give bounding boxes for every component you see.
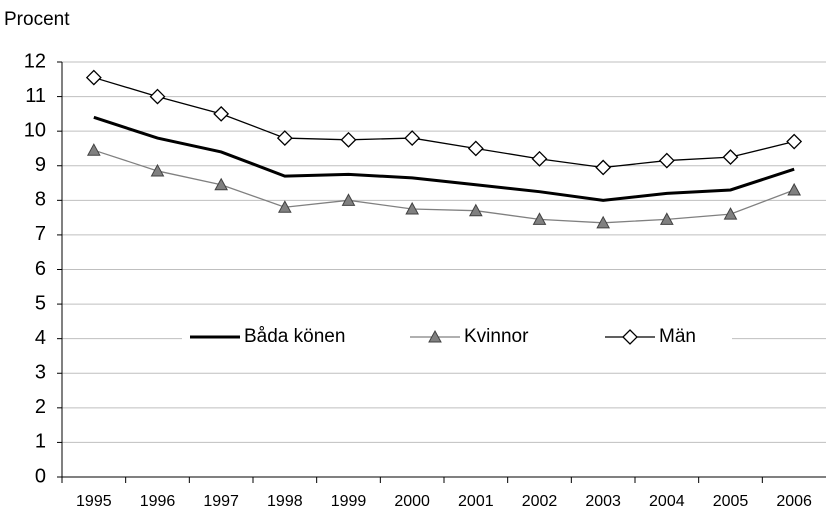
y-tick-label: 3 <box>35 362 46 384</box>
x-tick-label: 2002 <box>522 493 558 510</box>
x-tick-label: 1998 <box>267 493 303 510</box>
data-point <box>214 177 229 191</box>
y-tick-label: 0 <box>35 465 46 487</box>
data-point <box>405 201 420 215</box>
y-tick-label: 1 <box>35 431 46 453</box>
legend-label: Båda könen <box>244 326 345 347</box>
y-tick-label: 4 <box>35 327 46 349</box>
x-tick-label: 1996 <box>140 493 176 510</box>
x-tick-label: 2006 <box>776 493 812 510</box>
y-tick-label: 11 <box>25 85 46 107</box>
data-point <box>531 150 548 167</box>
y-tick-label: 9 <box>35 154 46 176</box>
x-tick-label: 2005 <box>713 493 749 510</box>
data-point <box>787 182 802 196</box>
data-point <box>595 159 612 176</box>
chart-title: Procent <box>4 9 70 30</box>
data-point <box>596 215 611 229</box>
data-point <box>149 88 166 105</box>
y-tick-label: 12 <box>24 50 46 72</box>
data-point <box>722 149 739 166</box>
data-point <box>277 200 292 213</box>
y-tick-label: 5 <box>35 292 46 314</box>
legend-label: Kvinnor <box>464 326 529 347</box>
x-tick-label: 2004 <box>649 493 685 510</box>
data-point <box>468 203 483 217</box>
y-tick-label: 8 <box>35 189 46 211</box>
data-point <box>276 130 293 147</box>
data-point <box>86 143 101 156</box>
data-point <box>467 140 484 157</box>
x-tick-label: 2003 <box>585 493 621 510</box>
series-line <box>93 115 795 202</box>
x-tick-label: 1997 <box>203 493 239 510</box>
legend-label: Män <box>659 326 696 347</box>
x-tick-label: 1999 <box>331 493 367 510</box>
x-tick-label: 2001 <box>458 493 494 510</box>
data-point <box>658 152 675 169</box>
data-point <box>341 193 356 206</box>
data-point <box>340 131 357 148</box>
legend-marker <box>622 329 638 345</box>
y-tick-label: 10 <box>24 119 46 141</box>
y-tick-label: 6 <box>35 258 46 280</box>
legend-marker <box>428 329 442 343</box>
x-tick-label: 2000 <box>394 493 430 510</box>
x-tick-label: 1995 <box>76 493 112 510</box>
data-point <box>213 105 230 122</box>
data-point <box>723 207 738 220</box>
y-tick-label: 7 <box>35 223 46 245</box>
data-point <box>659 212 674 225</box>
series-line <box>93 149 795 224</box>
data-point <box>532 212 547 225</box>
series-line <box>93 76 795 169</box>
data-point <box>786 133 803 150</box>
data-point <box>150 163 165 177</box>
data-point <box>404 130 421 147</box>
data-point <box>85 69 102 86</box>
y-tick-label: 2 <box>35 396 46 418</box>
